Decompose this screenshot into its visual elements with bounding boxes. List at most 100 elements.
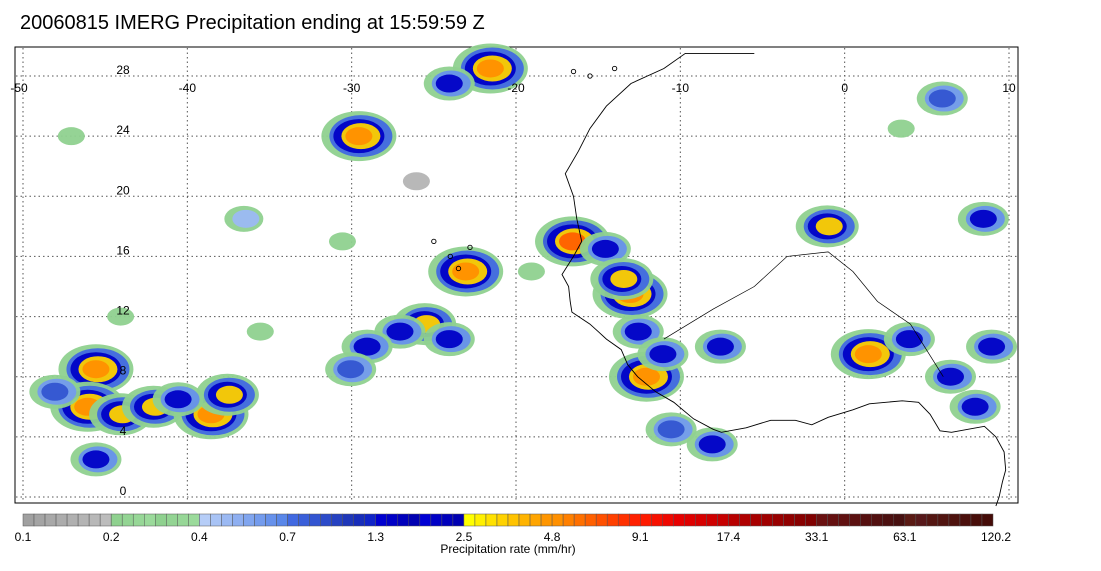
colorbar-tick-label: 1.3 [367, 530, 384, 544]
colorbar-tick-label: 0.4 [191, 530, 208, 544]
colorbar-swatch [121, 513, 134, 527]
precip-cell [325, 352, 377, 387]
colorbar-swatch [419, 513, 432, 527]
lon-tick-label: -50 [10, 81, 28, 95]
colorbar-swatch [441, 513, 454, 527]
colorbar-swatch [948, 513, 961, 527]
colorbar-swatch [177, 513, 189, 527]
precip-cell [517, 262, 545, 281]
colorbar-swatch [595, 513, 608, 527]
precip-cell [152, 382, 204, 417]
colorbar-swatch [629, 513, 641, 527]
colorbar-tick-label: 0.1 [15, 530, 32, 544]
colorbar-swatch [706, 513, 718, 527]
colorbar-swatch [298, 513, 310, 527]
colorbar-swatch [584, 513, 597, 527]
colorbar-swatch [617, 513, 630, 527]
colorbar-swatch [728, 513, 740, 527]
colorbar-swatch [342, 513, 354, 527]
precip-cell [58, 344, 134, 395]
precip-cell [949, 389, 1001, 424]
lon-tick-label: 10 [1002, 81, 1016, 95]
colorbar-swatch [827, 513, 839, 527]
colorbar-swatch [199, 513, 211, 527]
precip-cell [694, 329, 746, 364]
colorbar-swatch [474, 513, 487, 527]
axis-labels: -50 -40 -30 -20 -10 0 10 28 24 20 16 12 8 4 0 [10, 63, 1016, 498]
precip-cell [402, 172, 430, 191]
colorbar-swatch [684, 513, 696, 527]
precip-cell [341, 329, 393, 364]
precip-cell [29, 374, 81, 409]
island [447, 253, 453, 260]
precip-cell [579, 231, 631, 266]
colorbar-swatch [221, 513, 233, 527]
colorbar-swatch [309, 513, 321, 527]
colorbar-swatch [761, 513, 773, 527]
colorbar-tick-label: 0.7 [279, 530, 296, 544]
precip-cell [70, 442, 122, 477]
colorbar-swatch [871, 513, 884, 527]
africa-coastline [561, 52, 1007, 507]
precip-cell [423, 322, 475, 357]
colorbar-swatch [926, 513, 939, 527]
colorbar-swatch [99, 513, 112, 527]
colorbar-swatch [662, 513, 674, 527]
colorbar-swatch [144, 513, 156, 527]
colorbar-swatch [320, 513, 332, 527]
colorbar-label: Precipitation rate (mm/hr) [440, 542, 575, 556]
island [570, 68, 577, 75]
colorbar-swatch [518, 513, 531, 527]
lat-tick-label: 0 [120, 484, 127, 498]
colorbar-tick-label: 120.2 [981, 530, 1011, 544]
colorbar-tick-label: 0.2 [103, 530, 120, 544]
colorbar-swatch [981, 513, 994, 527]
lat-tick-label: 28 [116, 63, 130, 77]
lat-tick-label: 4 [120, 424, 127, 438]
colorbar-swatch [783, 513, 795, 527]
colorbar-swatch [562, 513, 575, 527]
precip-cell [428, 246, 504, 297]
colorbar-swatch [673, 513, 685, 527]
lat-tick-label: 12 [116, 304, 130, 318]
colorbar-tick-label: 33.1 [805, 530, 829, 544]
lon-tick-label: -40 [179, 81, 197, 95]
colorbar-swatch [110, 513, 123, 527]
colorbar-swatch [937, 513, 950, 527]
map-title: 20060815 IMERG Precipitation ending at 1… [20, 12, 485, 34]
colorbar-swatch [55, 513, 68, 527]
colorbar-swatch [750, 513, 762, 527]
colorbar-tick-label: 17.4 [717, 530, 741, 544]
colorbar-swatch [243, 513, 255, 527]
precip-cell [645, 412, 697, 447]
precip-cell [328, 232, 356, 251]
precip-cell [686, 427, 738, 462]
colorbar-swatch [695, 513, 707, 527]
colorbar-swatch [22, 513, 35, 527]
colorbar-swatch [44, 513, 57, 527]
precip-cell [966, 329, 1018, 364]
colorbar-swatch [860, 513, 873, 527]
lon-tick-label: -20 [507, 81, 525, 95]
island [611, 65, 618, 72]
colorbar-swatch [375, 513, 387, 527]
lon-tick-label: 0 [841, 81, 848, 95]
precip-cell [195, 373, 259, 416]
precip-cell [423, 66, 475, 101]
precip-cell [321, 111, 397, 162]
colorbar-swatch [232, 513, 244, 527]
colorbar-swatch [805, 513, 817, 527]
colorbar-tick-label: 9.1 [632, 530, 649, 544]
precip-cell [590, 257, 654, 300]
precip-cell [107, 307, 135, 326]
precipitation-field [29, 43, 1018, 477]
colorbar-swatch [77, 513, 90, 527]
colorbar-swatch [485, 513, 498, 527]
colorbar-swatch [452, 513, 465, 527]
colorbar-tick-label: 63.1 [893, 530, 917, 544]
colorbar-swatch [529, 513, 542, 527]
lon-tick-label: -30 [343, 81, 361, 95]
lat-tick-label: 20 [116, 183, 130, 197]
colorbar-swatch [772, 513, 784, 527]
